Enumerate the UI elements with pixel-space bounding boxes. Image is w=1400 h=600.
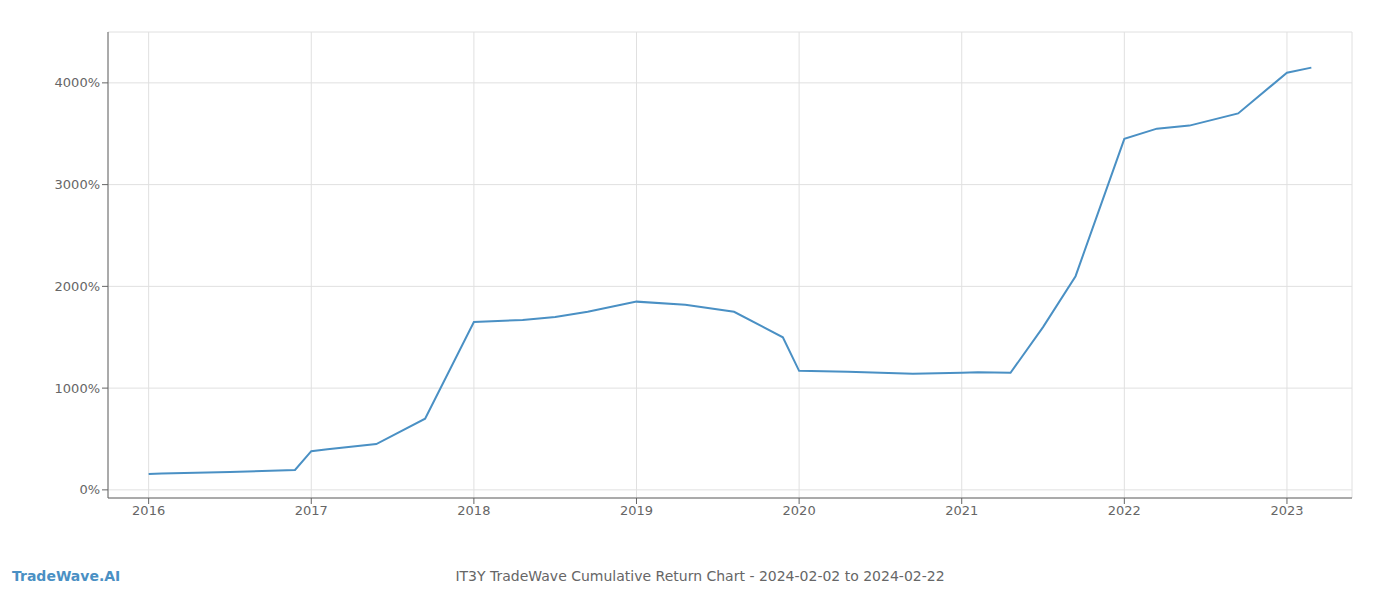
svg-text:2023: 2023 <box>1270 503 1303 518</box>
svg-text:2016: 2016 <box>132 503 165 518</box>
svg-text:2022: 2022 <box>1108 503 1141 518</box>
svg-text:0%: 0% <box>79 482 100 497</box>
svg-text:3000%: 3000% <box>55 177 100 192</box>
svg-text:4000%: 4000% <box>55 75 100 90</box>
svg-text:2018: 2018 <box>457 503 490 518</box>
svg-text:2020: 2020 <box>783 503 816 518</box>
html-text:TradeWave.AI: TradeWave.AI <box>12 568 121 584</box>
svg-text:2019: 2019 <box>620 503 653 518</box>
svg-text:2017: 2017 <box>295 503 328 518</box>
svg-text:2021: 2021 <box>945 503 978 518</box>
svg-text:1000%: 1000% <box>55 381 100 396</box>
html-text:IT3Y TradeWave Cumulative Retu: IT3Y TradeWave Cumulative Return Chart -… <box>455 568 945 584</box>
svg-text:2000%: 2000% <box>55 279 100 294</box>
